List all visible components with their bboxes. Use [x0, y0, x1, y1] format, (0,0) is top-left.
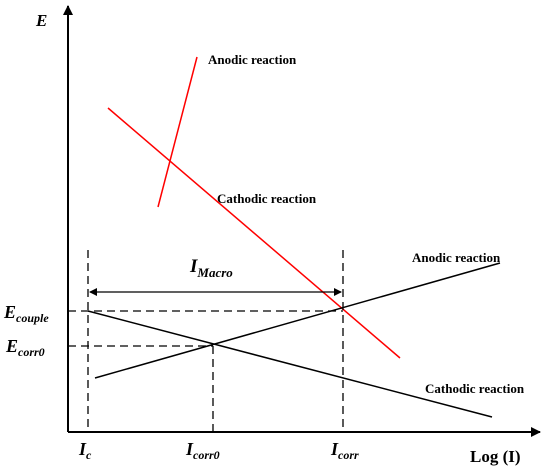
lower-cathodic-line — [87, 310, 493, 418]
e-couple-main: E — [3, 302, 16, 322]
i-corr0-label: Icorr0 — [185, 439, 220, 462]
i-corr-sub: corr — [338, 448, 359, 462]
i-macro-label: IMacro — [189, 256, 233, 280]
i-c-sub: c — [86, 448, 92, 462]
lower-cathodic-label: Cathodic reaction — [425, 381, 525, 396]
i-c-label: Ic — [78, 439, 92, 462]
lower-anodic-line — [94, 262, 501, 379]
upper-anodic-line — [157, 56, 198, 208]
x-axis-label: Log (I) — [470, 447, 521, 466]
upper-anodic-label: Anodic reaction — [208, 52, 297, 67]
lower-anodic-label: Anodic reaction — [412, 250, 501, 265]
upper-cathodic-label: Cathodic reaction — [217, 191, 317, 206]
upper-cathodic-line — [107, 107, 401, 359]
i-macro-sub: Macro — [196, 265, 233, 280]
e-corr0-main: E — [5, 336, 18, 356]
i-corr-main: I — [330, 439, 339, 459]
i-corr0-sub: corr0 — [193, 448, 220, 462]
i-corr-label: Icorr — [330, 439, 359, 462]
i-c-main: I — [78, 439, 87, 459]
y-axis-label: E — [35, 11, 47, 30]
e-couple-sub: couple — [16, 311, 49, 325]
e-corr0-sub: corr0 — [18, 345, 45, 359]
e-corr0-label: Ecorr0 — [5, 336, 45, 359]
i-macro-main: I — [189, 256, 198, 277]
e-couple-label: Ecouple — [3, 302, 49, 325]
i-corr0-main: I — [185, 439, 194, 459]
